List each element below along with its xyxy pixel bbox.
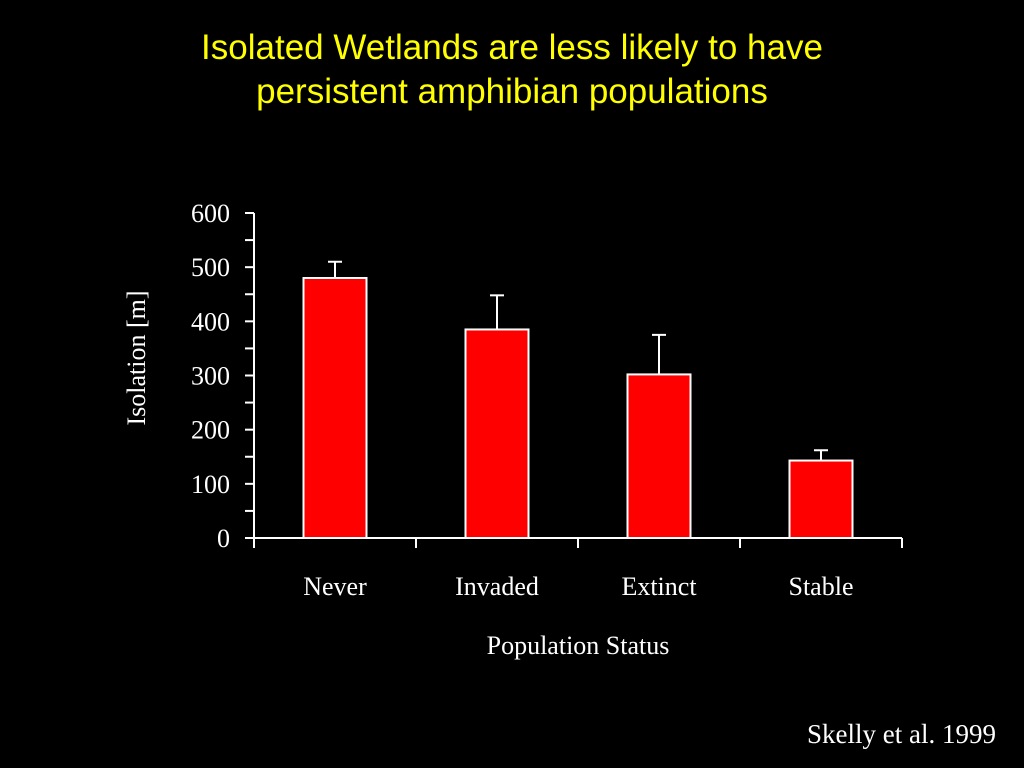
x-tick-label: Extinct bbox=[621, 572, 697, 601]
y-tick-label: 400 bbox=[191, 307, 230, 336]
y-tick-label: 600 bbox=[191, 199, 230, 228]
bar-invaded bbox=[464, 328, 530, 540]
bar-extinct bbox=[626, 373, 692, 539]
citation: Skelly et al. 1999 bbox=[807, 719, 996, 749]
x-tick-label: Never bbox=[303, 572, 367, 601]
y-tick-label: 300 bbox=[191, 362, 230, 391]
bar-stable bbox=[788, 459, 854, 539]
y-tick-label: 100 bbox=[191, 470, 230, 499]
y-tick-label: 500 bbox=[191, 253, 230, 282]
x-tick-label: Stable bbox=[789, 572, 854, 601]
y-tick-label: 200 bbox=[191, 416, 230, 445]
y-axis-title: Isolation [m] bbox=[122, 290, 151, 425]
y-tick-label: 0 bbox=[217, 524, 230, 553]
x-tick-label: Invaded bbox=[455, 572, 539, 601]
x-axis-title: Population Status bbox=[487, 631, 670, 660]
bar-never bbox=[302, 277, 368, 539]
slide-title: Isolated Wetlands are less likely to hav… bbox=[0, 26, 1024, 114]
title-line-1: Isolated Wetlands are less likely to hav… bbox=[201, 28, 823, 67]
title-line-2: persistent amphibian populations bbox=[256, 72, 768, 111]
